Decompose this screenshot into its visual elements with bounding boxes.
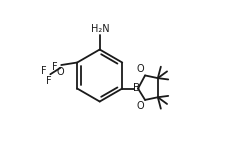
Text: F: F: [52, 62, 57, 72]
Text: F: F: [46, 76, 51, 86]
Text: O: O: [56, 67, 64, 77]
Text: B: B: [133, 83, 140, 93]
Text: H₂N: H₂N: [91, 24, 110, 34]
Text: O: O: [137, 64, 144, 74]
Text: F: F: [41, 66, 47, 76]
Text: O: O: [137, 101, 144, 111]
